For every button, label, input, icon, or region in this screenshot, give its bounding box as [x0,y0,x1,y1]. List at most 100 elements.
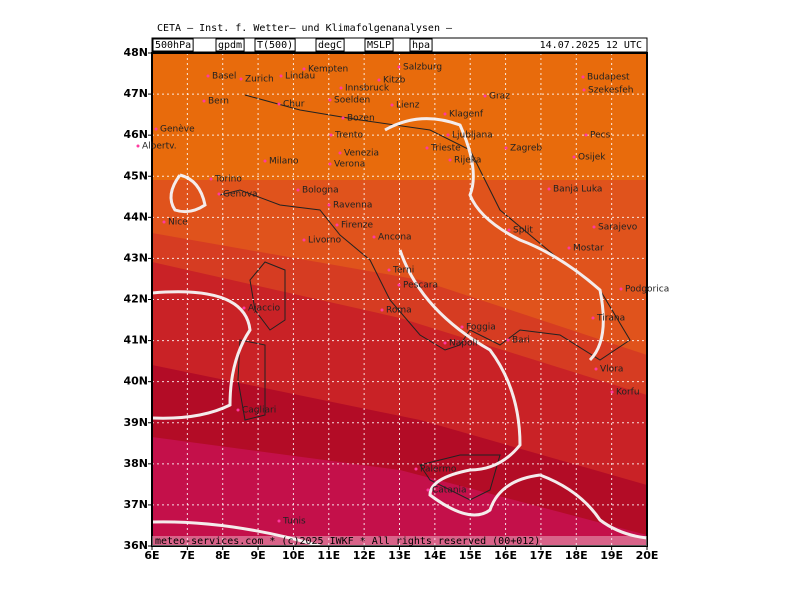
place-dot [483,94,487,98]
place-label: Torino [214,175,242,185]
place-dot [507,228,511,232]
place-label: Ravenna [333,201,372,211]
lat-label: 40N [123,375,148,388]
place-label: Zurich [245,75,274,85]
lat-label: 46N [123,128,148,141]
place-dot [397,283,401,287]
place-label: Korfu [616,388,640,398]
header-datetime: 14.07.2025 12 UTC [540,40,642,51]
place-label: Pescara [403,281,438,291]
place-label: Zagreb [510,144,542,154]
place-dot [390,103,394,107]
place-dot [302,67,306,71]
place-dot [591,316,595,320]
place-label: Innsbruck [345,84,390,94]
place-label: Ajaccio [248,304,281,314]
field-box [215,38,245,52]
place-label: Venezia [344,149,379,159]
lon-label: 14E [423,549,446,562]
lon-label: 10E [282,549,305,562]
place-dot [339,86,343,90]
place-dot [506,338,510,342]
place-label: Klagenf [449,110,484,120]
place-label: Livorno [308,236,342,246]
header-field: T(500) [257,40,293,51]
place-dot [327,203,331,207]
header-field: 500hPa [155,40,191,51]
place-dot [567,246,571,250]
place-dot [372,235,376,239]
place-label: Nice [168,218,188,228]
place-dot [584,133,588,137]
header-box [151,37,648,53]
header-field: hpa [412,40,430,51]
place-label: Pecs [590,131,611,141]
lon-label: 12E [353,549,376,562]
field-box [152,38,194,52]
place-dot [414,467,418,471]
place-dot [277,519,281,523]
place-dot [572,155,576,159]
place-label: Budapest [587,73,630,83]
header-field: MSLP [367,40,391,51]
place-label: Kempten [308,65,348,75]
place-label: Genève [160,124,195,135]
place-dot [206,74,210,78]
place-dot [154,127,158,131]
lat-label: 44N [123,210,148,223]
place-dot [504,146,508,150]
place-label: Split [513,226,533,236]
place-dot [162,220,166,224]
lat-label: 43N [123,251,148,264]
place-label: Foggia [466,323,496,333]
field-box [254,38,296,52]
lon-label: 16E [494,549,517,562]
place-label: Osijek [578,153,606,163]
place-label: Bern [208,97,229,107]
place-label: Trieste [430,144,461,154]
place-dot [619,287,623,291]
field-box [409,38,433,52]
lon-label: 19E [600,549,623,562]
place-dot [443,112,447,116]
place-label: Rijeka [454,156,481,166]
place-dot [279,74,283,78]
lon-label: 13E [388,549,411,562]
place-label: Ljubljana [452,131,493,141]
place-label: Kitzb [383,76,406,86]
lon-label: 9E [250,549,265,562]
place-label: Roma [386,306,412,316]
place-label: Basel [212,72,236,82]
place-dot [263,159,267,163]
place-label: Trento [334,131,363,141]
lat-label: 41N [123,334,148,347]
place-label: Cagliari [242,406,276,416]
place-dot [209,177,213,181]
place-label: Sarajevo [598,223,638,233]
place-dot [426,488,430,492]
place-dot [217,192,221,196]
place-dot [328,98,332,102]
place-label: Bologna [302,186,339,196]
field-box [315,38,345,52]
lon-label: 17E [530,549,553,562]
place-dot [581,75,585,79]
place-dot [582,88,586,92]
place-label: Ancona [378,233,412,243]
place-label: Napoli [449,339,477,349]
field-box [364,38,394,52]
place-dot [380,308,384,312]
lon-label: 8E [215,549,230,562]
place-label: Catania [432,486,467,496]
place-dot [547,187,551,191]
lat-label: 39N [123,416,148,429]
lat-label: 38N [123,457,148,470]
place-dot [592,225,596,229]
lon-label: 7E [180,549,195,562]
place-dot [446,133,450,137]
lon-label: 15E [459,549,482,562]
place-label: Verona [334,160,365,170]
place-dot [610,390,614,394]
place-label: Lienz [396,101,420,111]
place-label: Graz [489,92,510,102]
